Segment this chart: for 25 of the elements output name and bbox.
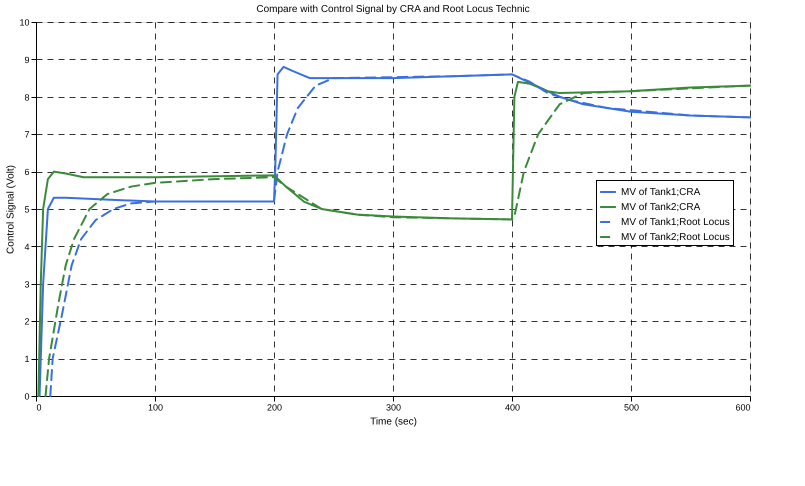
legend-label: MV of Tank2;CRA: [621, 202, 701, 213]
x-tick-label: 400: [504, 402, 520, 412]
legend-label: MV of Tank1;Root Locus: [621, 217, 730, 228]
x-tick-label: 200: [266, 402, 282, 412]
y-tick-label: 2: [24, 316, 30, 327]
x-tick-label: 0: [36, 402, 42, 412]
x-axis-title: Time (sec): [370, 416, 417, 428]
x-tick-label: 100: [148, 402, 164, 412]
y-axis-title: Control Signal (Volt): [5, 165, 16, 254]
legend-label: MV of Tank2;Root Locus: [621, 232, 730, 243]
x-tick-label: 600: [735, 402, 750, 412]
legend-label: MV of Tank1;CRA: [621, 187, 701, 198]
y-tick-label: 9: [24, 54, 30, 65]
y-tick-label: 5: [24, 204, 30, 214]
y-tick-label: 4: [24, 242, 30, 252]
y-tick-label: 7: [24, 130, 30, 140]
y-tick-label: 0: [24, 392, 30, 402]
y-tick-label: 10: [19, 18, 30, 28]
chart-title: Compare with Control Signal by CRA and Root Locus Technic: [256, 4, 530, 15]
y-tick-label: 8: [24, 92, 30, 102]
y-tick-label: 6: [24, 167, 30, 178]
y-tick-label: 1: [24, 354, 30, 364]
y-tick-label: 3: [24, 279, 30, 290]
x-tick-label: 500: [624, 402, 640, 412]
x-tick-label: 300: [386, 402, 402, 412]
